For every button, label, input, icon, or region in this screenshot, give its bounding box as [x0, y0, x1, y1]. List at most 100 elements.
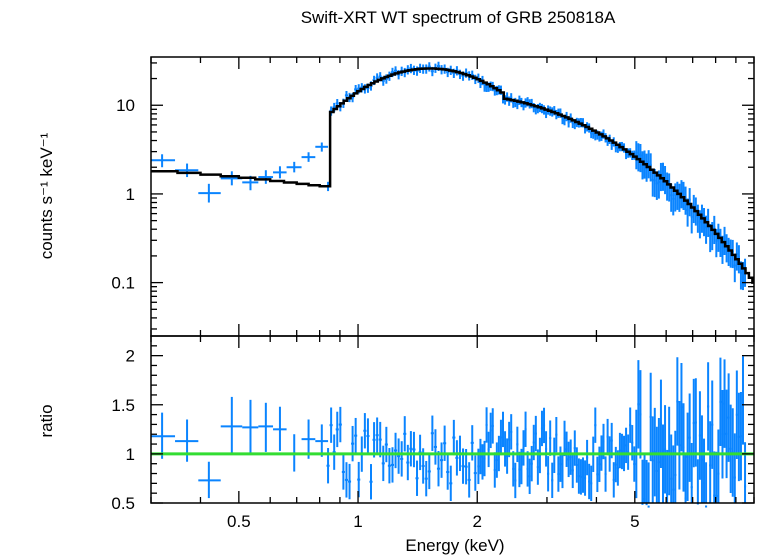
spectrum-dense-point-52 [483, 82, 486, 92]
x-tick-label-1: 1 [353, 512, 362, 531]
ratio-dense-point-77 [534, 415, 537, 452]
ratio-dense-point-132 [647, 462, 650, 508]
x-tick-label-2: 2 [473, 512, 482, 531]
ratio-dense-point-146 [676, 357, 679, 446]
ratio-dense-point-143 [670, 434, 673, 503]
spectrum-panel-frame [150, 56, 755, 337]
ratio-dense-point-8 [351, 425, 355, 462]
ratio-dense-point-174 [733, 433, 736, 503]
ratio-dense-point-168 [721, 390, 724, 479]
ratio-dense-point-29 [415, 460, 419, 496]
ratio-dense-point-95 [571, 452, 574, 489]
ratio-y-tick-label-1: 1 [126, 445, 135, 464]
spectrum-dense-point-89 [559, 108, 562, 118]
ratio-dense-point-64 [508, 421, 511, 458]
ratio-dense-point-19 [384, 426, 388, 463]
ratio-ticks: 0.5 1 2 5 0.5 1 1.5 2 [111, 336, 755, 531]
ratio-dense-point-18 [381, 445, 385, 482]
ratio-dense-point-152 [688, 393, 691, 482]
ratio-dense-point-172 [729, 404, 732, 493]
ratio-dense-point-90 [561, 452, 564, 489]
ratio-point-6 [273, 406, 287, 451]
ratio-dense-point-16 [375, 417, 379, 453]
ratio-dense-point-84 [549, 420, 552, 456]
spectrum-dense-point-171 [727, 237, 730, 266]
ratio-dense-point-61 [501, 411, 505, 448]
ratio-dense-point-129 [641, 459, 644, 505]
ratio-dense-point-99 [579, 459, 582, 495]
chart-title: Swift-XRT WT spectrum of GRB 250818A [301, 8, 616, 27]
ratio-dense-point-54 [487, 431, 490, 468]
ratio-dense-point-127 [637, 360, 640, 449]
ratio-dense-point-66 [512, 451, 515, 487]
ratio-point-5 [258, 402, 274, 452]
ratio-dense-point-41 [452, 419, 456, 456]
spectrum-dense-point-146 [676, 181, 679, 210]
ratio-dense-point-156 [696, 459, 699, 505]
ratio-dense-point-33 [427, 453, 431, 490]
ratio-dense-point-167 [719, 357, 722, 447]
ratio-point-3 [220, 396, 243, 454]
ratio-dense-point-100 [581, 457, 585, 493]
ratio-dense-point-159 [702, 438, 706, 503]
ratio-dense-point-92 [565, 431, 568, 467]
spectrum-point-9 [315, 142, 329, 152]
ratio-dense-point-60 [499, 419, 502, 456]
ratio-dense-point-155 [694, 378, 697, 467]
spectrum-dense-point-145 [674, 183, 677, 212]
ratio-dense-point-153 [690, 442, 693, 503]
ratio-dense-point-40 [449, 465, 453, 502]
ratio-dense-point-101 [584, 460, 587, 496]
ratio-dense-point-176 [737, 392, 740, 482]
ratio-dense-point-158 [700, 415, 703, 503]
ratio-dense-point-140 [664, 405, 667, 494]
spectrum-point-7 [286, 161, 302, 173]
spectrum-dense-point-156 [696, 204, 699, 233]
ratio-dense-point-115 [612, 462, 615, 498]
ratio-dense-point-83 [547, 456, 550, 492]
ratio-dense-point-123 [629, 407, 632, 443]
ratio-dense-point-50 [479, 438, 482, 475]
ratio-dense-point-177 [739, 392, 742, 481]
spectrum-ticks: 0.1 1 10 [111, 57, 755, 336]
ratio-dense-point-125 [633, 446, 636, 482]
spectrum-dense-point-149 [682, 181, 685, 211]
ratio-point-1 [175, 419, 199, 462]
spectrum-dense-point-141 [666, 172, 669, 201]
ratio-dense-point-52 [483, 440, 486, 477]
ratio-y-axis-label: ratio [37, 404, 56, 437]
ratio-dense-point-175 [735, 370, 738, 459]
ratio-dense-point-166 [717, 429, 720, 503]
ratio-dense-point-17 [378, 421, 382, 458]
ratio-dense-point-24 [400, 441, 404, 477]
x-tick-label-0: 0.5 [227, 512, 251, 531]
ratio-dense-point-103 [588, 463, 591, 500]
ratio-dense-point-102 [586, 439, 589, 476]
ratio-dense-point-42 [455, 440, 459, 476]
ratio-dense-point-51 [481, 444, 484, 480]
ratio-dense-point-141 [666, 449, 669, 503]
ratio-dense-point-9 [354, 417, 358, 454]
ratio-dense-point-34 [430, 415, 434, 451]
spectrum-dense-point-69 [518, 95, 521, 105]
ratio-dense-point-53 [485, 407, 488, 443]
spectrum-y-tick-label-0: 0.1 [111, 274, 135, 293]
ratio-dense-point-7 [347, 463, 352, 500]
spectrum-point-5 [258, 170, 274, 184]
ratio-panel: 0.5 1 2 5 0.5 1 1.5 2 ratio Energy (keV) [37, 335, 755, 555]
ratio-dense-point-56 [491, 408, 494, 444]
ratio-dense-point-147 [678, 401, 681, 490]
ratio-dense-point-4 [338, 406, 342, 443]
ratio-data-layer [151, 356, 747, 508]
ratio-dense-point-68 [516, 426, 519, 463]
ratio-dense-point-73 [526, 451, 529, 487]
ratio-dense-point-36 [436, 451, 441, 487]
ratio-dense-point-149 [682, 403, 685, 492]
ratio-dense-point-94 [569, 439, 572, 475]
ratio-dense-point-170 [725, 389, 728, 479]
spectrum-point-1 [175, 163, 199, 178]
spectrum-dense-point-126 [635, 141, 638, 170]
ratio-dense-point-62 [504, 431, 507, 467]
ratio-dense-point-81 [542, 407, 546, 444]
